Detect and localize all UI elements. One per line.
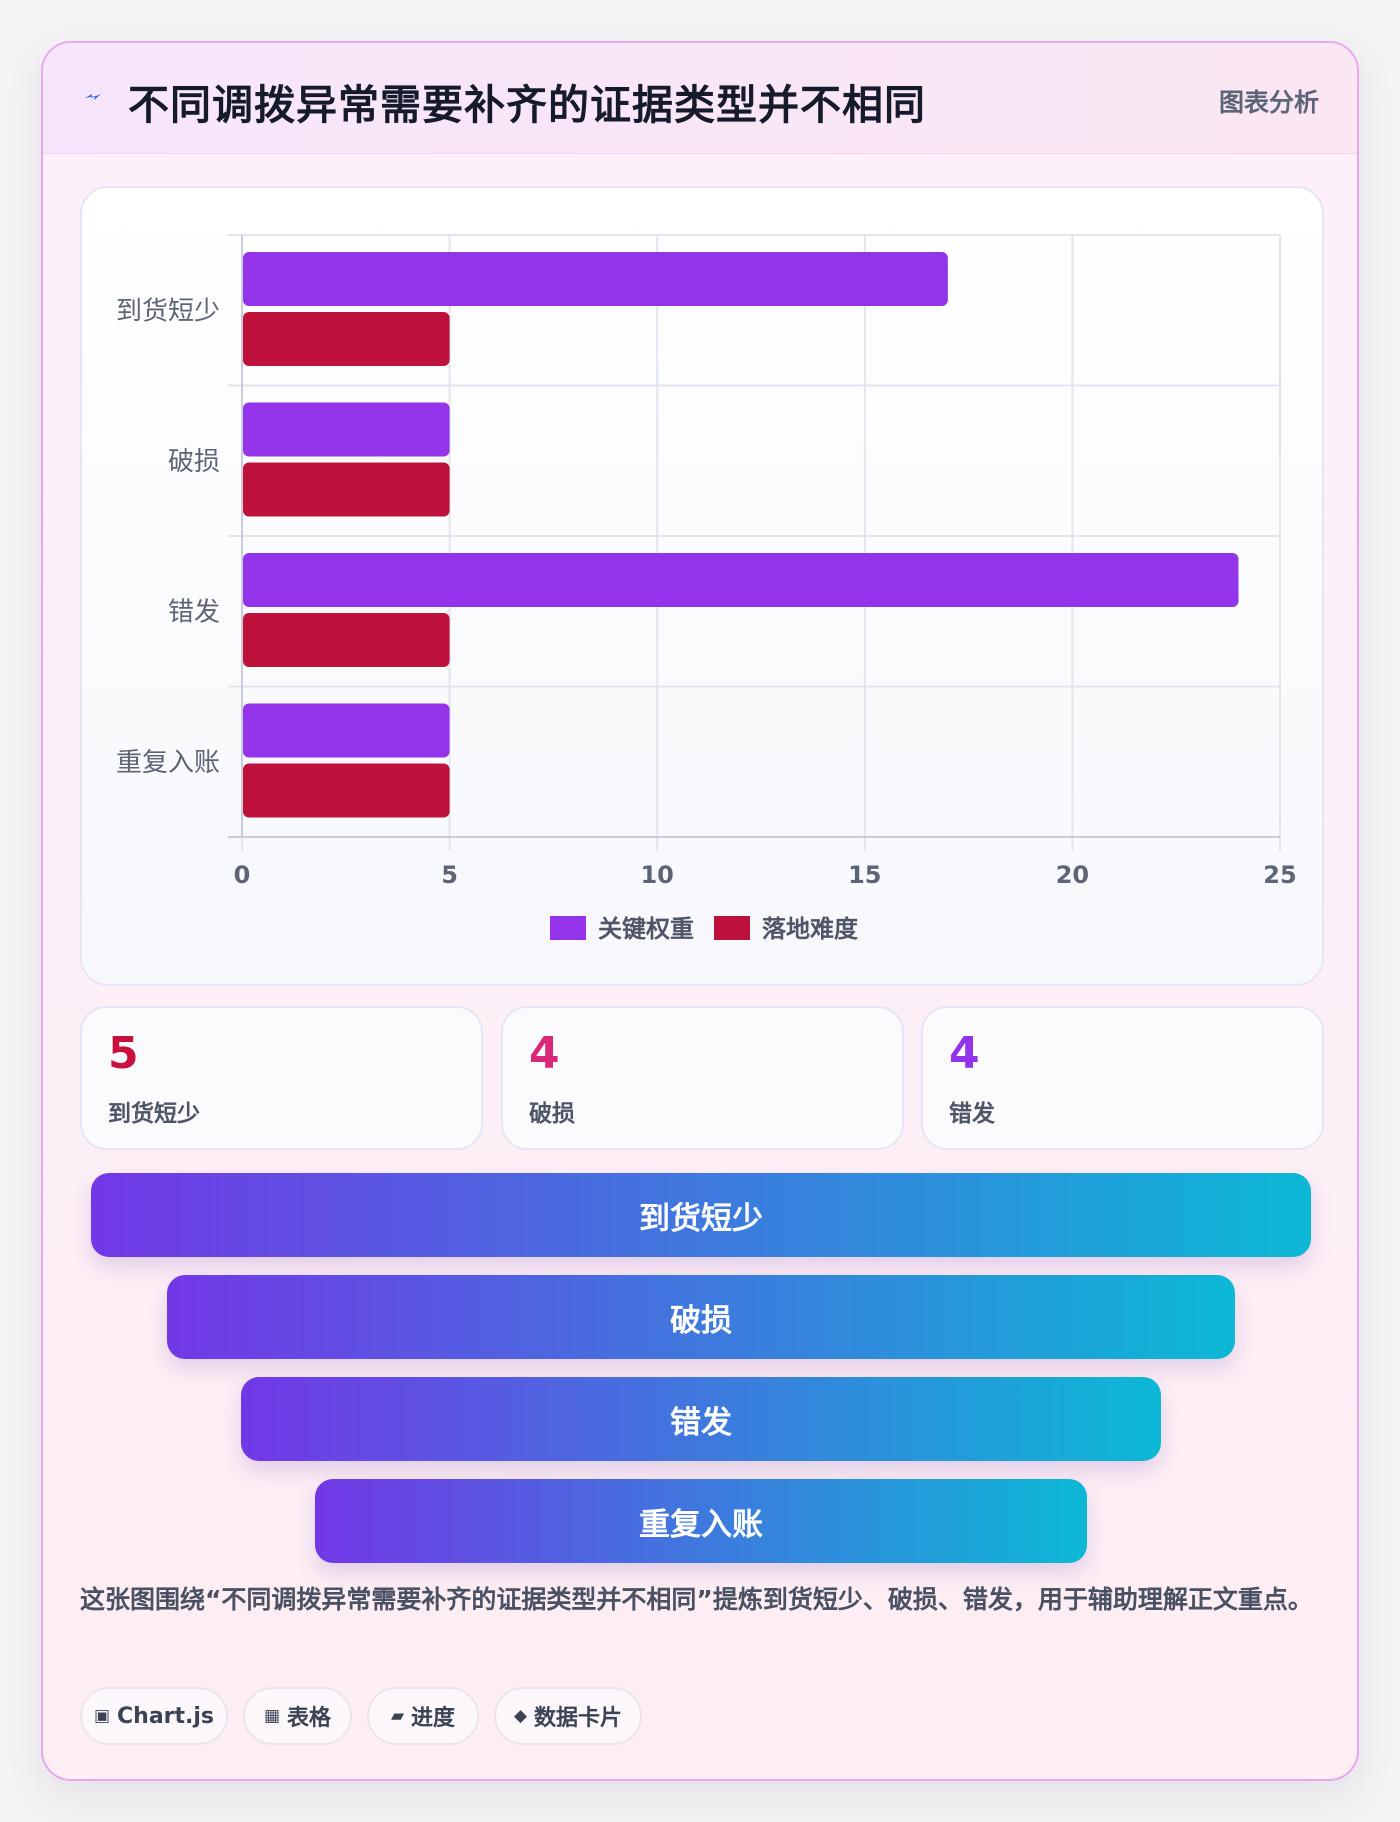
funnel-bar-2: 错发 bbox=[241, 1377, 1161, 1461]
chip-label: 数据卡片 bbox=[534, 1706, 623, 1731]
y-tick-label: 错发 bbox=[168, 597, 220, 627]
funnel-bar-3: 重复入账 bbox=[315, 1479, 1087, 1563]
bar-1 bbox=[243, 613, 450, 667]
funnel-bar-1: 破损 bbox=[167, 1275, 1235, 1359]
stat-card-0: 5 到货短少 bbox=[80, 1006, 483, 1150]
legend-label: 关键权重 bbox=[598, 915, 694, 943]
x-tick-label: 15 bbox=[848, 861, 881, 889]
stat-card-1: 4 破损 bbox=[501, 1006, 904, 1150]
bar-0 bbox=[243, 553, 1239, 607]
stat-card-2: 4 错发 bbox=[921, 1006, 1324, 1150]
bar-1 bbox=[243, 763, 450, 818]
square-icon: ▣ bbox=[93, 1706, 111, 1726]
table-icon: ▦ bbox=[263, 1706, 281, 1726]
x-tick-label: 5 bbox=[441, 861, 458, 889]
y-tick-label: 破损 bbox=[168, 447, 220, 477]
chip-chartjs[interactable]: ▣ Chart.js bbox=[80, 1687, 228, 1745]
stat-value: 4 bbox=[949, 1028, 980, 1079]
chip-label: 进度 bbox=[411, 1706, 456, 1731]
legend-label: 落地难度 bbox=[762, 915, 859, 943]
chip-label: 表格 bbox=[287, 1706, 332, 1731]
chip-progress[interactable]: ▰ 进度 bbox=[367, 1687, 479, 1745]
x-tick-label: 0 bbox=[234, 861, 251, 889]
bar-0 bbox=[243, 252, 948, 306]
chart-description: 这张图围绕“不同调拨异常需要补齐的证据类型并不相同”提炼到货短少、破损、错发，用… bbox=[80, 1585, 1313, 1614]
x-tick-label: 10 bbox=[640, 861, 673, 889]
y-tick-label: 到货短少 bbox=[116, 296, 220, 326]
stat-value: 5 bbox=[108, 1028, 139, 1079]
card-header: 不同调拨异常需要补齐的证据类型并不相同 图表分析 bbox=[43, 43, 1357, 154]
stat-value: 4 bbox=[529, 1028, 560, 1079]
diamond-icon: ◆ bbox=[513, 1706, 528, 1726]
legend-swatch bbox=[714, 916, 750, 940]
stat-label: 到货短少 bbox=[108, 1101, 200, 1127]
x-tick-label: 25 bbox=[1263, 861, 1296, 889]
stat-label: 错发 bbox=[949, 1101, 995, 1127]
chip-label: Chart.js bbox=[117, 1703, 215, 1729]
bar-0 bbox=[243, 402, 450, 457]
page-title: 不同调拨异常需要补齐的证据类型并不相同 bbox=[128, 81, 926, 129]
chip-table[interactable]: ▦ 表格 bbox=[243, 1687, 352, 1745]
chart-card: 不同调拨异常需要补齐的证据类型并不相同 图表分析 到货短少 破损 错发 重复入账 0 5 1… bbox=[41, 41, 1359, 1781]
progress-icon: ▰ bbox=[390, 1706, 405, 1726]
bar-1 bbox=[243, 462, 450, 517]
bar-0 bbox=[243, 703, 450, 758]
header-tag: 图表分析 bbox=[1218, 88, 1319, 117]
bar-1 bbox=[243, 312, 450, 366]
chip-data-card[interactable]: ◆ 数据卡片 bbox=[494, 1687, 642, 1745]
funnel-bar-0: 到货短少 bbox=[91, 1173, 1311, 1257]
x-tick-label: 20 bbox=[1056, 861, 1089, 889]
stat-label: 破损 bbox=[529, 1101, 575, 1127]
legend-swatch bbox=[550, 916, 586, 940]
chart-panel: 到货短少破损错发重复入账 0 5 10 15 20 25 关键权重 落地难度 bbox=[80, 186, 1324, 986]
y-tick-label: 重复入账 bbox=[116, 748, 220, 778]
lightning-icon bbox=[81, 85, 105, 109]
